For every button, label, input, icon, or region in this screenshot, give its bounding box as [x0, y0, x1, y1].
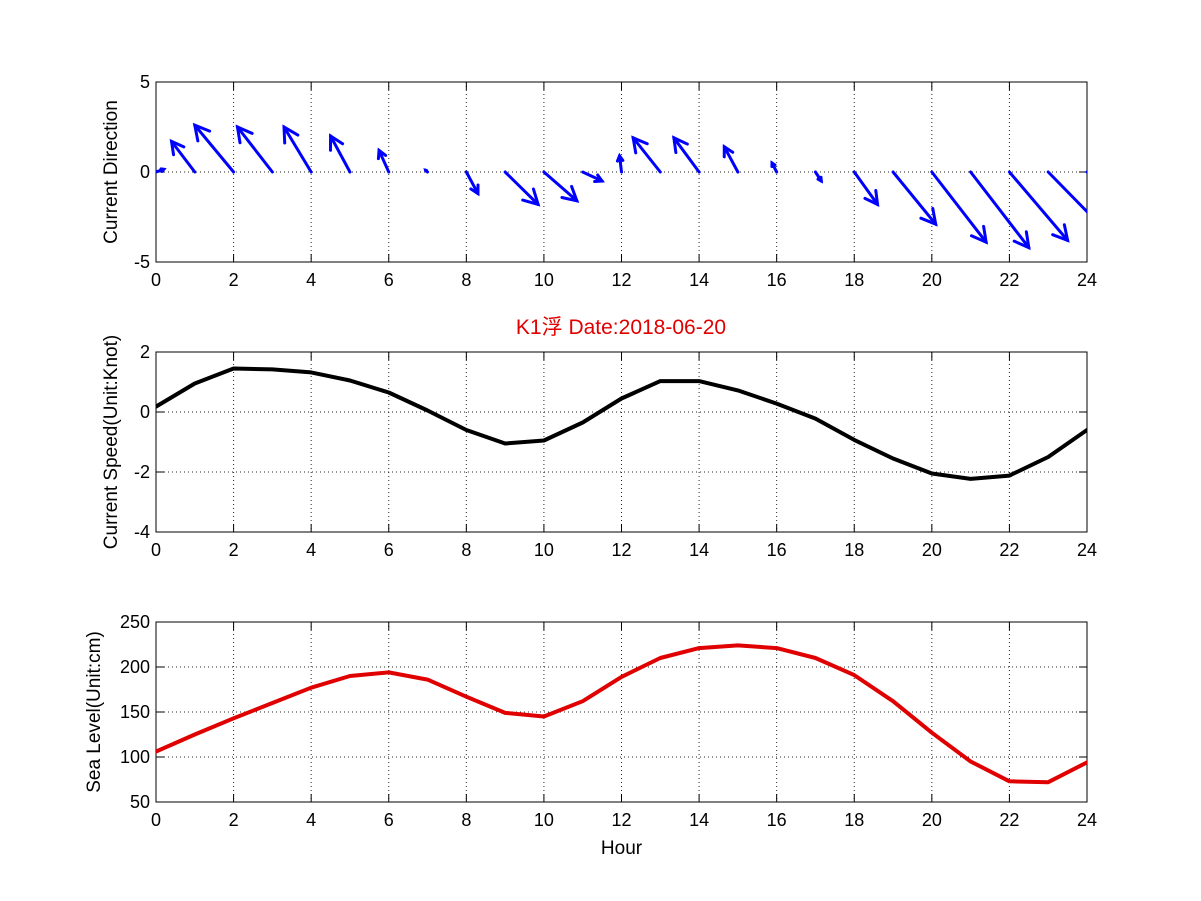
speed-plot-area: [156, 366, 1087, 481]
speed-xtick-label-10: 10: [534, 540, 554, 560]
direction-arrow-5: [328, 133, 352, 174]
direction-arrow-17: [813, 170, 823, 184]
sea-level-xtick-label-6: 6: [384, 810, 394, 830]
direction-xtick-label-18: 18: [844, 270, 864, 290]
direction-xtick-label-8: 8: [461, 270, 471, 290]
sea-level-xtick-label-4: 4: [306, 810, 316, 830]
speed-line: [156, 366, 1087, 481]
direction-arrow-4: [282, 124, 313, 174]
speed-xtick-label-12: 12: [611, 540, 631, 560]
direction-arrow-9: [503, 170, 541, 207]
direction-ylabel: Current Direction: [101, 100, 122, 244]
speed-xtick-label-20: 20: [922, 540, 942, 560]
direction-arrow-3: [235, 124, 274, 174]
speed-ylabel: Current Speed(Unit:Knot): [101, 335, 122, 549]
direction-ytick-label-0: 0: [140, 162, 150, 182]
speed-ytick-label-0: 0: [140, 402, 150, 422]
direction-arrow-1: [169, 138, 197, 174]
direction-arrow-2: [192, 122, 236, 174]
speed-xtick-label-0: 0: [151, 540, 161, 560]
direction-arrow-18: [852, 170, 880, 207]
speed-xtick-label-2: 2: [229, 540, 239, 560]
direction-arrow-21: [969, 170, 1031, 251]
direction-arrow-15: [722, 144, 740, 174]
speed-xtick-label-4: 4: [306, 540, 316, 560]
direction-arrow-7: [423, 168, 430, 174]
direction-arrow-16: [770, 160, 779, 174]
sea-level-xlabel: Hour: [601, 838, 643, 859]
direction-arrow-8: [464, 170, 480, 197]
sea-level-ytick-label-50: 50: [130, 792, 150, 812]
speed-xtick-label-22: 22: [999, 540, 1019, 560]
direction-arrow-22: [1007, 170, 1070, 243]
sea-level-xtick-label-22: 22: [999, 810, 1019, 830]
direction-arrow-19: [891, 170, 938, 227]
speed-xtick-label-18: 18: [844, 540, 864, 560]
sea-level-xtick-label-18: 18: [844, 810, 864, 830]
sea-level-ylabel: Sea Level(Unit:cm): [84, 631, 105, 793]
speed-xtick-label-8: 8: [461, 540, 471, 560]
direction-xtick-label-14: 14: [689, 270, 709, 290]
direction-xtick-label-24: 24: [1077, 270, 1097, 290]
direction-arrow-23: [1046, 170, 1087, 214]
sea-level-line: [156, 643, 1087, 785]
sea-level-xtick-label-12: 12: [611, 810, 631, 830]
direction-xtick-label-22: 22: [999, 270, 1019, 290]
direction-arrow-13: [631, 135, 662, 174]
direction-arrow-24: [1085, 170, 1087, 175]
direction-xtick-label-16: 16: [767, 270, 787, 290]
direction-arrow-20: [930, 170, 989, 245]
direction-xtick-label-12: 12: [611, 270, 631, 290]
direction-xtick-label-20: 20: [922, 270, 942, 290]
sea-level-xtick-label-24: 24: [1077, 810, 1097, 830]
speed-xtick-label-24: 24: [1077, 540, 1097, 560]
direction-ytick-label--5: -5: [134, 252, 150, 272]
sea-level-xtick-label-16: 16: [767, 810, 787, 830]
direction-arrow-0: [156, 167, 167, 174]
speed-ytick-label-2: 2: [140, 342, 150, 362]
speed-ytick-label--4: -4: [134, 522, 150, 542]
sea-level-ytick-label-200: 200: [120, 657, 150, 677]
sea-level-xtick-label-10: 10: [534, 810, 554, 830]
speed-xtick-label-14: 14: [689, 540, 709, 560]
direction-ytick-label-5: 5: [140, 72, 150, 92]
sea-level-ytick-label-250: 250: [120, 612, 150, 632]
direction-xtick-label-2: 2: [229, 270, 239, 290]
speed-ytick-label--2: -2: [134, 462, 150, 482]
direction-xtick-label-0: 0: [151, 270, 161, 290]
direction-xtick-label-4: 4: [306, 270, 316, 290]
speed-xtick-label-6: 6: [384, 540, 394, 560]
direction-arrow-12: [615, 152, 625, 174]
direction-arrow-6: [376, 147, 391, 174]
figure-title: K1浮 Date:2018-06-20: [516, 316, 726, 339]
sea-level-plot-area: [156, 643, 1087, 785]
sea-level-xtick-label-8: 8: [461, 810, 471, 830]
direction-arrow-11: [581, 170, 605, 183]
direction-arrow-10: [542, 170, 580, 203]
direction-arrow-14: [672, 135, 701, 174]
sea-level-xtick-label-14: 14: [689, 810, 709, 830]
sea-level-ytick-label-150: 150: [120, 702, 150, 722]
direction-plot-area: [156, 122, 1087, 251]
sea-level-xtick-label-20: 20: [922, 810, 942, 830]
sea-level-ytick-label-100: 100: [120, 747, 150, 767]
sea-level-xtick-label-0: 0: [151, 810, 161, 830]
direction-xtick-label-6: 6: [384, 270, 394, 290]
speed-xtick-label-16: 16: [767, 540, 787, 560]
direction-xtick-label-10: 10: [534, 270, 554, 290]
sea-level-xtick-label-2: 2: [229, 810, 239, 830]
